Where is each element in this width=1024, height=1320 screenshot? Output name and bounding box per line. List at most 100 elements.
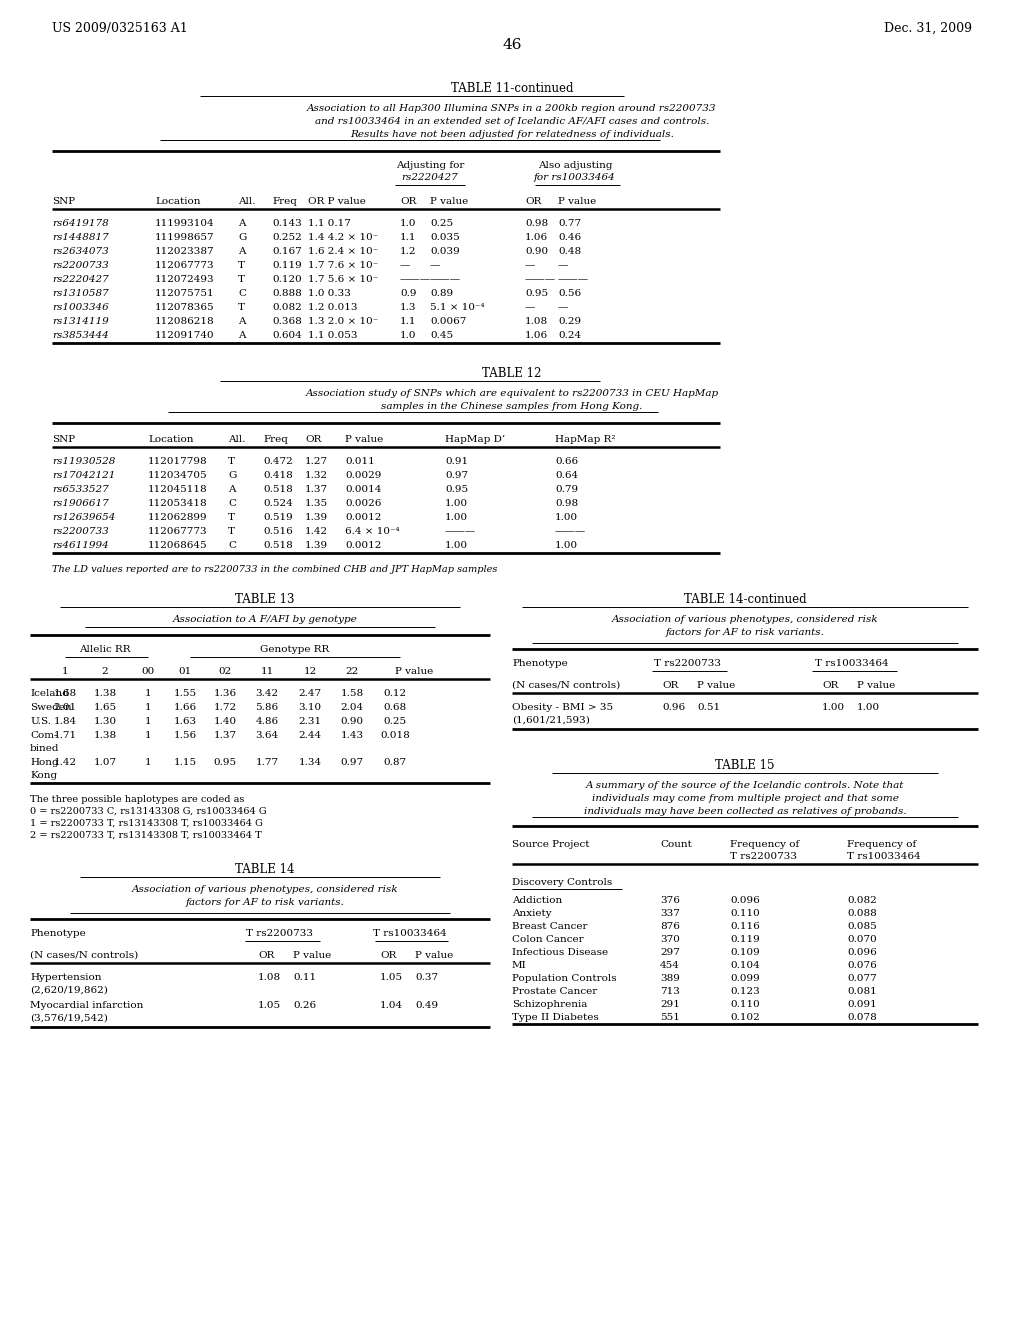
Text: 0.472: 0.472 xyxy=(263,457,293,466)
Text: Type II Diabetes: Type II Diabetes xyxy=(512,1012,599,1022)
Text: C: C xyxy=(228,541,236,550)
Text: 0.11: 0.11 xyxy=(293,973,316,982)
Text: 0.102: 0.102 xyxy=(730,1012,760,1022)
Text: A: A xyxy=(238,317,246,326)
Text: 112067773: 112067773 xyxy=(148,527,208,536)
Text: T: T xyxy=(228,527,234,536)
Text: 1.27: 1.27 xyxy=(305,457,328,466)
Text: 112078365: 112078365 xyxy=(155,304,215,312)
Text: 0.66: 0.66 xyxy=(555,457,579,466)
Text: 112023387: 112023387 xyxy=(155,247,215,256)
Text: rs2634073: rs2634073 xyxy=(52,247,109,256)
Text: Allelic RR: Allelic RR xyxy=(79,645,131,653)
Text: 1: 1 xyxy=(144,758,152,767)
Text: 0.26: 0.26 xyxy=(293,1001,316,1010)
Text: rs2200733: rs2200733 xyxy=(52,261,109,271)
Text: All.: All. xyxy=(238,197,256,206)
Text: 1.05: 1.05 xyxy=(258,1001,282,1010)
Text: 46: 46 xyxy=(502,38,522,51)
Text: 1.7 7.6 × 10⁻: 1.7 7.6 × 10⁻ xyxy=(308,261,378,271)
Text: Freq: Freq xyxy=(263,436,288,444)
Text: (N cases/N controls): (N cases/N controls) xyxy=(30,950,138,960)
Text: 1.0 0.33: 1.0 0.33 xyxy=(308,289,351,298)
Text: 0.97: 0.97 xyxy=(445,471,468,480)
Text: 01: 01 xyxy=(178,667,191,676)
Text: 0.018: 0.018 xyxy=(380,731,410,741)
Text: 389: 389 xyxy=(660,974,680,983)
Text: rs1003346: rs1003346 xyxy=(52,304,109,312)
Text: T rs2200733: T rs2200733 xyxy=(247,929,313,939)
Text: (3,576/19,542): (3,576/19,542) xyxy=(30,1014,108,1023)
Text: P value: P value xyxy=(293,950,331,960)
Text: 0.51: 0.51 xyxy=(697,704,720,711)
Text: 1.40: 1.40 xyxy=(213,717,237,726)
Text: 0.110: 0.110 xyxy=(730,1001,760,1008)
Text: Prostate Cancer: Prostate Cancer xyxy=(512,987,597,997)
Text: rs2220427: rs2220427 xyxy=(52,275,109,284)
Text: rs2200733: rs2200733 xyxy=(52,527,109,536)
Text: Frequency of: Frequency of xyxy=(730,840,800,849)
Text: SNP: SNP xyxy=(52,197,75,206)
Text: 3.10: 3.10 xyxy=(298,704,322,711)
Text: Association to all Hap300 Illumina SNPs in a 200kb region around rs2200733: Association to all Hap300 Illumina SNPs … xyxy=(307,104,717,114)
Text: 22: 22 xyxy=(345,667,358,676)
Text: Anxiety: Anxiety xyxy=(512,909,552,917)
Text: 0.68: 0.68 xyxy=(383,704,407,711)
Text: Freq: Freq xyxy=(272,197,297,206)
Text: 111993104: 111993104 xyxy=(155,219,215,228)
Text: 1.35: 1.35 xyxy=(305,499,328,508)
Text: 370: 370 xyxy=(660,935,680,944)
Text: 112053418: 112053418 xyxy=(148,499,208,508)
Text: Breast Cancer: Breast Cancer xyxy=(512,921,588,931)
Text: 1.77: 1.77 xyxy=(255,758,279,767)
Text: —: — xyxy=(400,261,411,271)
Text: Association to A F/AFI by genotype: Association to A F/AFI by genotype xyxy=(173,615,357,624)
Text: ———: ——— xyxy=(430,275,461,284)
Text: A: A xyxy=(238,219,246,228)
Text: 0.110: 0.110 xyxy=(730,909,760,917)
Text: Source Project: Source Project xyxy=(512,840,590,849)
Text: 1.3 2.0 × 10⁻: 1.3 2.0 × 10⁻ xyxy=(308,317,378,326)
Text: G: G xyxy=(238,234,247,242)
Text: (N cases/N controls): (N cases/N controls) xyxy=(512,681,621,690)
Text: Association study of SNPs which are equivalent to rs2200733 in CEU HapMap: Association study of SNPs which are equi… xyxy=(305,389,719,399)
Text: 0.95: 0.95 xyxy=(213,758,237,767)
Text: 12: 12 xyxy=(303,667,316,676)
Text: for rs10033464: for rs10033464 xyxy=(535,173,615,182)
Text: 0.95: 0.95 xyxy=(445,484,468,494)
Text: 0.104: 0.104 xyxy=(730,961,760,970)
Text: 713: 713 xyxy=(660,987,680,997)
Text: 0.418: 0.418 xyxy=(263,471,293,480)
Text: P value: P value xyxy=(558,197,596,206)
Text: T: T xyxy=(238,261,245,271)
Text: The three possible haplotypes are coded as: The three possible haplotypes are coded … xyxy=(30,795,245,804)
Text: 1.08: 1.08 xyxy=(258,973,282,982)
Text: rs2220427: rs2220427 xyxy=(401,173,459,182)
Text: 0.888: 0.888 xyxy=(272,289,302,298)
Text: HapMap R²: HapMap R² xyxy=(555,436,615,444)
Text: G: G xyxy=(228,471,237,480)
Text: 0.91: 0.91 xyxy=(445,457,468,466)
Text: —: — xyxy=(525,304,536,312)
Text: 1.2: 1.2 xyxy=(400,247,417,256)
Text: 112017798: 112017798 xyxy=(148,457,208,466)
Text: 0.167: 0.167 xyxy=(272,247,302,256)
Text: 1: 1 xyxy=(144,717,152,726)
Text: factors for AF to risk variants.: factors for AF to risk variants. xyxy=(666,628,824,638)
Text: Colon Cancer: Colon Cancer xyxy=(512,935,584,944)
Text: 0.088: 0.088 xyxy=(847,909,877,917)
Text: 1.3: 1.3 xyxy=(400,304,417,312)
Text: Population Controls: Population Controls xyxy=(512,974,616,983)
Text: TABLE 14-continued: TABLE 14-continued xyxy=(684,593,806,606)
Text: 0.0029: 0.0029 xyxy=(345,471,381,480)
Text: 0.48: 0.48 xyxy=(558,247,582,256)
Text: 1: 1 xyxy=(144,704,152,711)
Text: C: C xyxy=(238,289,246,298)
Text: Discovery Controls: Discovery Controls xyxy=(512,878,612,887)
Text: 0.070: 0.070 xyxy=(847,935,877,944)
Text: 1.37: 1.37 xyxy=(213,731,237,741)
Text: OR: OR xyxy=(525,197,542,206)
Text: 0.97: 0.97 xyxy=(340,758,364,767)
Text: Results have not been adjusted for relatedness of individuals.: Results have not been adjusted for relat… xyxy=(350,129,674,139)
Text: 112075751: 112075751 xyxy=(155,289,215,298)
